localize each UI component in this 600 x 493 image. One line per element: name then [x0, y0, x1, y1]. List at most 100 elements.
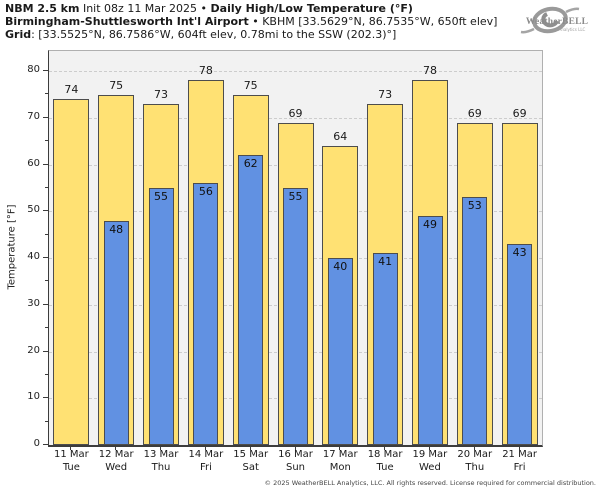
y-minor-tick-mark: [45, 140, 48, 142]
low-value-label: 40: [333, 260, 348, 273]
y-minor-tick-mark: [45, 280, 48, 282]
y-tick-mark: [43, 397, 48, 399]
x-tick-label: 19 Mar Wed: [408, 448, 453, 474]
bar-low: 40: [327, 258, 353, 445]
header-line-1: NBM 2.5 km Init 08z 11 Mar 2025 • Daily …: [5, 2, 413, 15]
x-tick-day: Fri: [199, 462, 212, 473]
x-tick-date: 20 Mar: [457, 449, 493, 460]
y-tick-mark: [43, 210, 48, 212]
x-tick-mark: [429, 446, 430, 450]
x-tick-label: 16 Mar Sun: [273, 448, 318, 474]
high-value-label: 69: [467, 106, 482, 120]
x-tick-mark: [115, 446, 117, 450]
y-tick-label: 10: [27, 391, 40, 403]
x-tick-date: 12 Mar: [98, 449, 134, 460]
x-tick-date: 16 Mar: [278, 449, 313, 460]
grid-line: [49, 71, 542, 73]
low-value-label: 53: [467, 199, 482, 213]
grid-label: Grid: [5, 28, 32, 41]
low-value-label: 49: [423, 218, 437, 231]
init-time: Init 08z 11 Mar 2025 •: [79, 2, 211, 15]
low-value-label: 43: [512, 246, 527, 259]
y-tick-label: 0: [33, 438, 40, 449]
y-tick-mark: [43, 116, 48, 118]
y-tick-label: 70: [27, 110, 40, 122]
x-tick-mark: [294, 446, 296, 450]
y-tick-mark: [43, 350, 48, 352]
x-tick-day: Thu: [465, 462, 485, 473]
x-tick-mark: [473, 446, 475, 450]
x-tick-label: 17 Mar Mon: [318, 448, 363, 474]
x-tick-day: Tue: [62, 462, 80, 473]
y-tick-label: 50: [27, 204, 40, 216]
high-value-label: 69: [512, 106, 527, 120]
x-tick-day: Wed: [418, 462, 441, 473]
x-tick-day: Thu: [151, 462, 171, 473]
weatherbell-swirl-icon: WeatherBELL Analytics LLC: [520, 6, 588, 34]
y-tick-mark: [43, 303, 48, 305]
plot-area: 74 75 48 73 55 78 56 75 62 69 55 64 40 73 41 78 49 69 53 69…: [48, 50, 543, 447]
logo-brand-text: WeatherBELL: [526, 17, 588, 27]
x-tick-day: Sun: [285, 462, 305, 473]
y-tick-label: 20: [27, 344, 40, 356]
bar-low: 49: [417, 216, 443, 445]
weatherbell-logo: WeatherBELL Analytics LLC: [520, 3, 594, 45]
bar-low: 53: [462, 197, 488, 445]
bar-low: 41: [372, 253, 398, 445]
bar-low: 55: [148, 187, 174, 445]
x-tick-date: 19 Mar: [412, 449, 448, 460]
bar-low: 62: [238, 155, 264, 445]
x-tick-day: Mon: [329, 462, 351, 473]
x-tick-date: 17 Mar: [322, 449, 358, 460]
bar-high: [53, 99, 90, 445]
x-tick-date: 18 Mar: [367, 449, 403, 460]
low-value-label: 41: [378, 255, 393, 269]
bar-low: 48: [103, 220, 129, 445]
y-tick-label: 30: [27, 297, 40, 309]
x-tick-mark: [160, 446, 161, 450]
x-tick-mark: [384, 446, 386, 450]
x-tick-date: 15 Mar: [233, 449, 269, 460]
bar-low: 43: [507, 244, 533, 445]
high-value-label: 74: [64, 83, 79, 97]
grid-detail: : [33.5525°N, 86.7586°W, 604ft elev, 0.7…: [31, 28, 397, 41]
x-tick-date: 13 Mar: [143, 449, 179, 460]
x-tick-mark: [204, 446, 206, 450]
x-tick-day: Wed: [105, 462, 128, 473]
bar-low: 55: [283, 187, 308, 445]
x-tick-mark: [70, 446, 72, 450]
grid-line: [49, 117, 542, 119]
low-value-label: 55: [288, 189, 303, 203]
high-value-label: 73: [378, 87, 393, 101]
copyright-footer: © 2025 WeatherBELL Analytics, LLC. All r…: [264, 479, 596, 487]
x-tick-day: Fri: [513, 462, 526, 473]
x-tick-label: 18 Mar Tue: [363, 448, 408, 474]
bar-low: 56: [193, 183, 219, 445]
station-name: Birmingham-Shuttlesworth Int'l Airport: [5, 15, 249, 28]
high-value-label: 69: [288, 106, 303, 120]
logo-tagline-text: Analytics LLC: [559, 27, 586, 32]
y-tick-mark: [43, 257, 48, 259]
y-tick-label: 60: [27, 157, 40, 169]
x-tick-mark: [518, 446, 520, 450]
x-tick-label: 14 Mar Fri: [184, 448, 229, 474]
x-tick-mark: [249, 446, 251, 450]
high-value-label: 75: [243, 78, 258, 92]
low-value-label: 56: [198, 185, 213, 199]
low-value-label: 48: [109, 222, 124, 236]
x-tick-label: 21 Mar Fri: [497, 448, 542, 474]
high-value-label: 64: [333, 129, 348, 143]
high-value-label: 75: [109, 78, 124, 92]
x-tick-label: 13 Mar Thu: [139, 448, 184, 474]
x-tick-label: 11 Mar Tue: [49, 448, 94, 474]
y-tick-label: 80: [27, 64, 40, 76]
y-tick-mark: [43, 163, 48, 165]
y-axis-title: Temperature [°F]: [6, 204, 18, 290]
x-tick-label: 12 Mar Wed: [94, 448, 139, 474]
y-minor-tick-mark: [45, 327, 48, 329]
x-tick-day: Tue: [376, 462, 394, 473]
high-value-label: 78: [423, 64, 437, 78]
x-tick-day: Sat: [242, 462, 259, 473]
station-detail: • KBHM [33.5629°N, 86.7535°W, 650ft elev…: [248, 15, 498, 28]
y-minor-tick-mark: [45, 186, 48, 188]
